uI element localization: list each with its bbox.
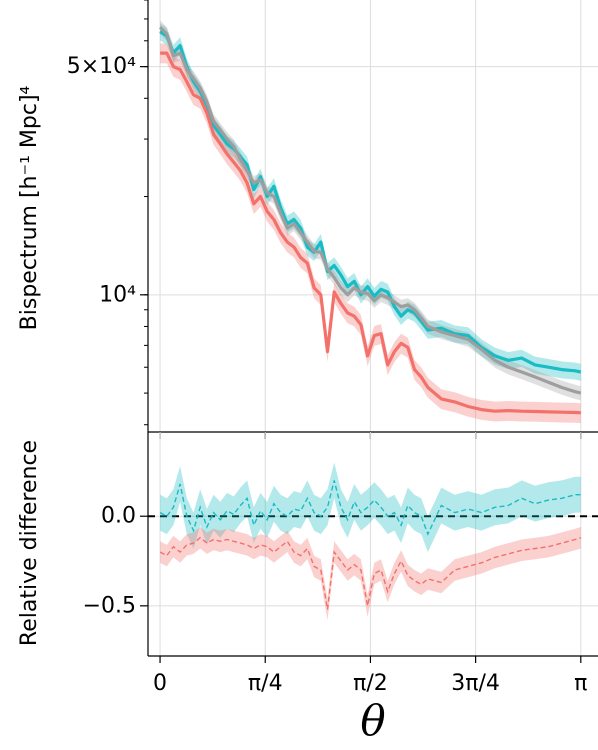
top-series-line-2	[160, 51, 581, 415]
top-y-tick-label-1: 5×10⁴	[67, 54, 136, 79]
x-tick-label-2: π/2	[353, 671, 388, 696]
relative-difference-panel: 0.0 −0.5 0 π/4 π/2 3π/4 π	[83, 432, 598, 696]
bottom-band-1	[160, 527, 581, 621]
x-tick-label-4: π	[574, 671, 587, 696]
bottom-y-tick-label-0: 0.0	[101, 504, 136, 529]
top-series-line-0	[159, 30, 582, 374]
x-tick-label-0: 0	[153, 671, 167, 696]
bottom-y-axis-label: Relative difference	[17, 440, 42, 646]
x-tick-label-1: π/4	[248, 671, 283, 696]
bottom-y-tick-label-1: −0.5	[83, 593, 136, 618]
top-y-tick-label-0: 10⁴	[99, 282, 136, 307]
top-series-line-1	[158, 26, 582, 395]
bottom-series-line-0	[159, 480, 581, 536]
top-y-axis-label: Bispectrum [h⁻¹ Mpc]⁴	[17, 85, 42, 330]
x-tick-label-3: 3π/4	[451, 671, 500, 696]
axis-labels: Bispectrum [h⁻¹ Mpc]⁴ Relative differenc…	[17, 85, 386, 745]
x-axis-label: θ	[360, 696, 385, 745]
bispectrum-panel: 10⁴ 5×10⁴	[67, 0, 598, 439]
bottom-band-0	[160, 462, 581, 553]
bottom-series-line-1	[159, 536, 582, 610]
